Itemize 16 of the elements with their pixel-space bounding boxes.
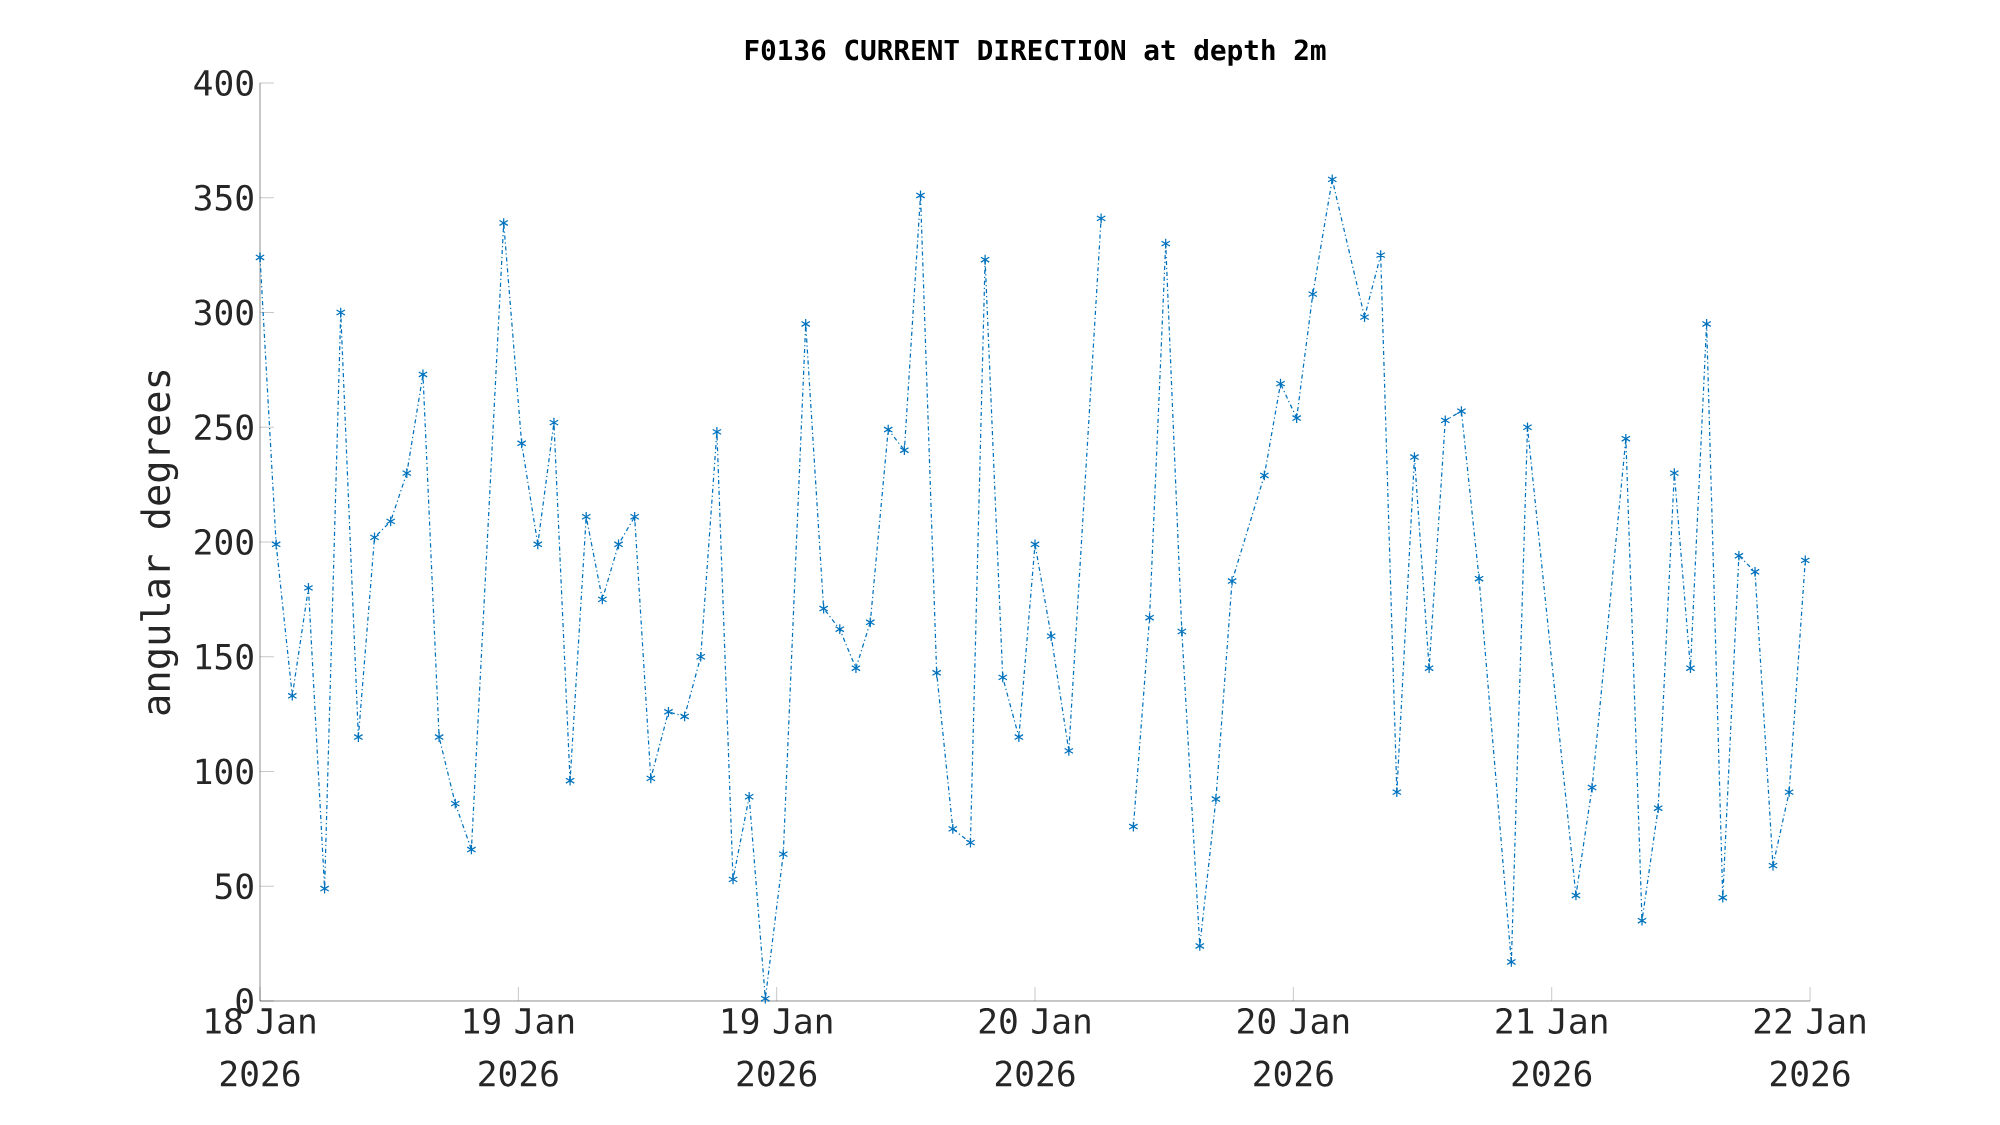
x-tick-label: 20 Jan 2026 [1238, 1007, 1349, 1087]
y-tick-label: 350 [194, 184, 253, 211]
y-tick-label: 250 [195, 414, 253, 441]
y-axis-title: angular degrees [140, 370, 179, 715]
y-tick-label: 100 [196, 758, 253, 785]
chart-title: F0136 CURRENT DIRECTION at depth 2m [745, 39, 1326, 66]
y-tick-label: 50 [215, 873, 253, 900]
x-tick-label: 21 Jan 2026 [1496, 1007, 1607, 1087]
x-tick-label: 22 Jan 2026 [1754, 1007, 1865, 1087]
x-tick-label: 19 Jan 2026 [723, 1007, 832, 1087]
x-tick-label: 20 Jan 2026 [979, 1007, 1090, 1087]
y-tick-label: 150 [196, 643, 253, 670]
y-tick-label: 300 [194, 299, 253, 326]
y-tick-label: 200 [195, 528, 253, 556]
x-tick-label: 19 Jan 2026 [464, 1007, 574, 1087]
y-tick-label: 400 [194, 69, 253, 97]
